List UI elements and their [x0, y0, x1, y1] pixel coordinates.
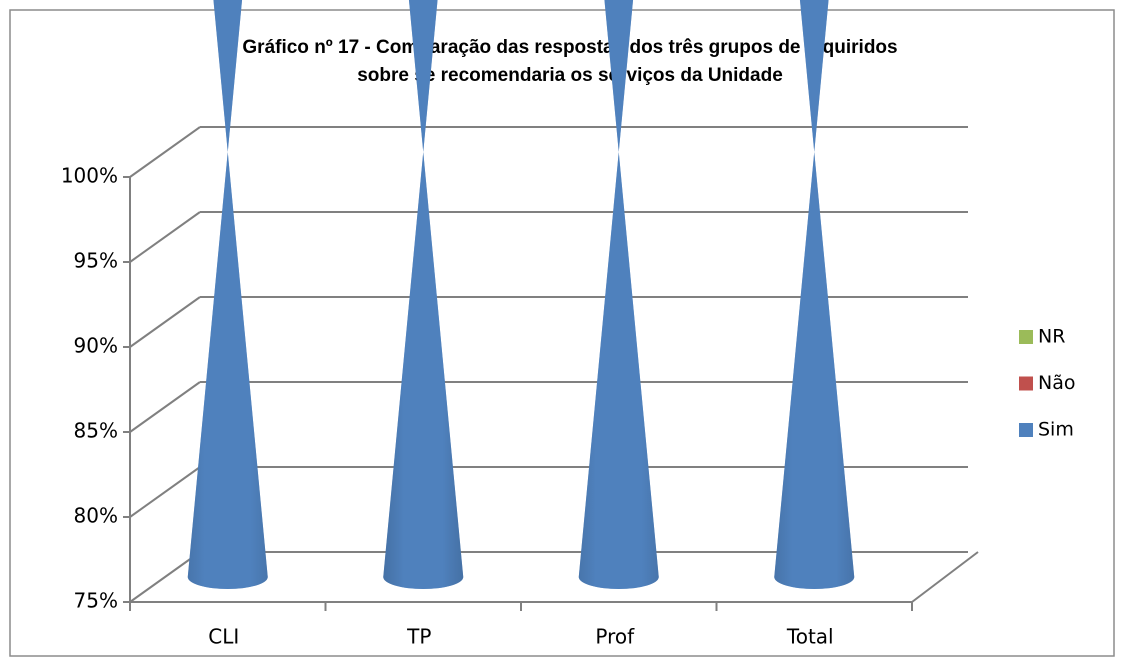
chart-title: sobre se recomendaria os serviços da Uni…	[357, 65, 783, 86]
x-tick-label: Total	[786, 625, 834, 649]
floor-side	[911, 551, 979, 603]
grid-line	[129, 211, 201, 263]
cone-shade	[578, 0, 659, 589]
x-tick-label: TP	[406, 625, 431, 649]
y-tick-label: 95%	[74, 249, 118, 273]
cone-shade	[774, 0, 855, 589]
y-tick-label: 100%	[61, 164, 118, 188]
legend-swatch	[1019, 423, 1033, 437]
legend-label: Não	[1038, 372, 1075, 394]
grid-line	[129, 126, 201, 178]
y-tick-label: 90%	[74, 334, 118, 358]
legend-label: Sim	[1038, 419, 1074, 441]
cone-shade	[187, 0, 268, 589]
x-tick-label: CLI	[208, 625, 239, 649]
chart-frame	[9, 9, 1115, 657]
legend-label: NR	[1038, 326, 1065, 348]
cone-shade	[383, 0, 464, 589]
grid-line	[129, 551, 201, 603]
y-tick-label: 75%	[74, 589, 118, 613]
legend-swatch	[1019, 376, 1033, 391]
chart-title: Gráfico nº 17 - Comparação das respostas…	[242, 37, 897, 58]
grid-line	[129, 381, 201, 433]
y-tick-label: 85%	[74, 419, 118, 443]
grid-line	[129, 466, 201, 518]
x-tick-label: Prof	[595, 625, 635, 649]
legend-swatch	[1019, 330, 1033, 344]
y-tick-label: 80%	[74, 504, 118, 528]
grid-line	[129, 296, 201, 348]
